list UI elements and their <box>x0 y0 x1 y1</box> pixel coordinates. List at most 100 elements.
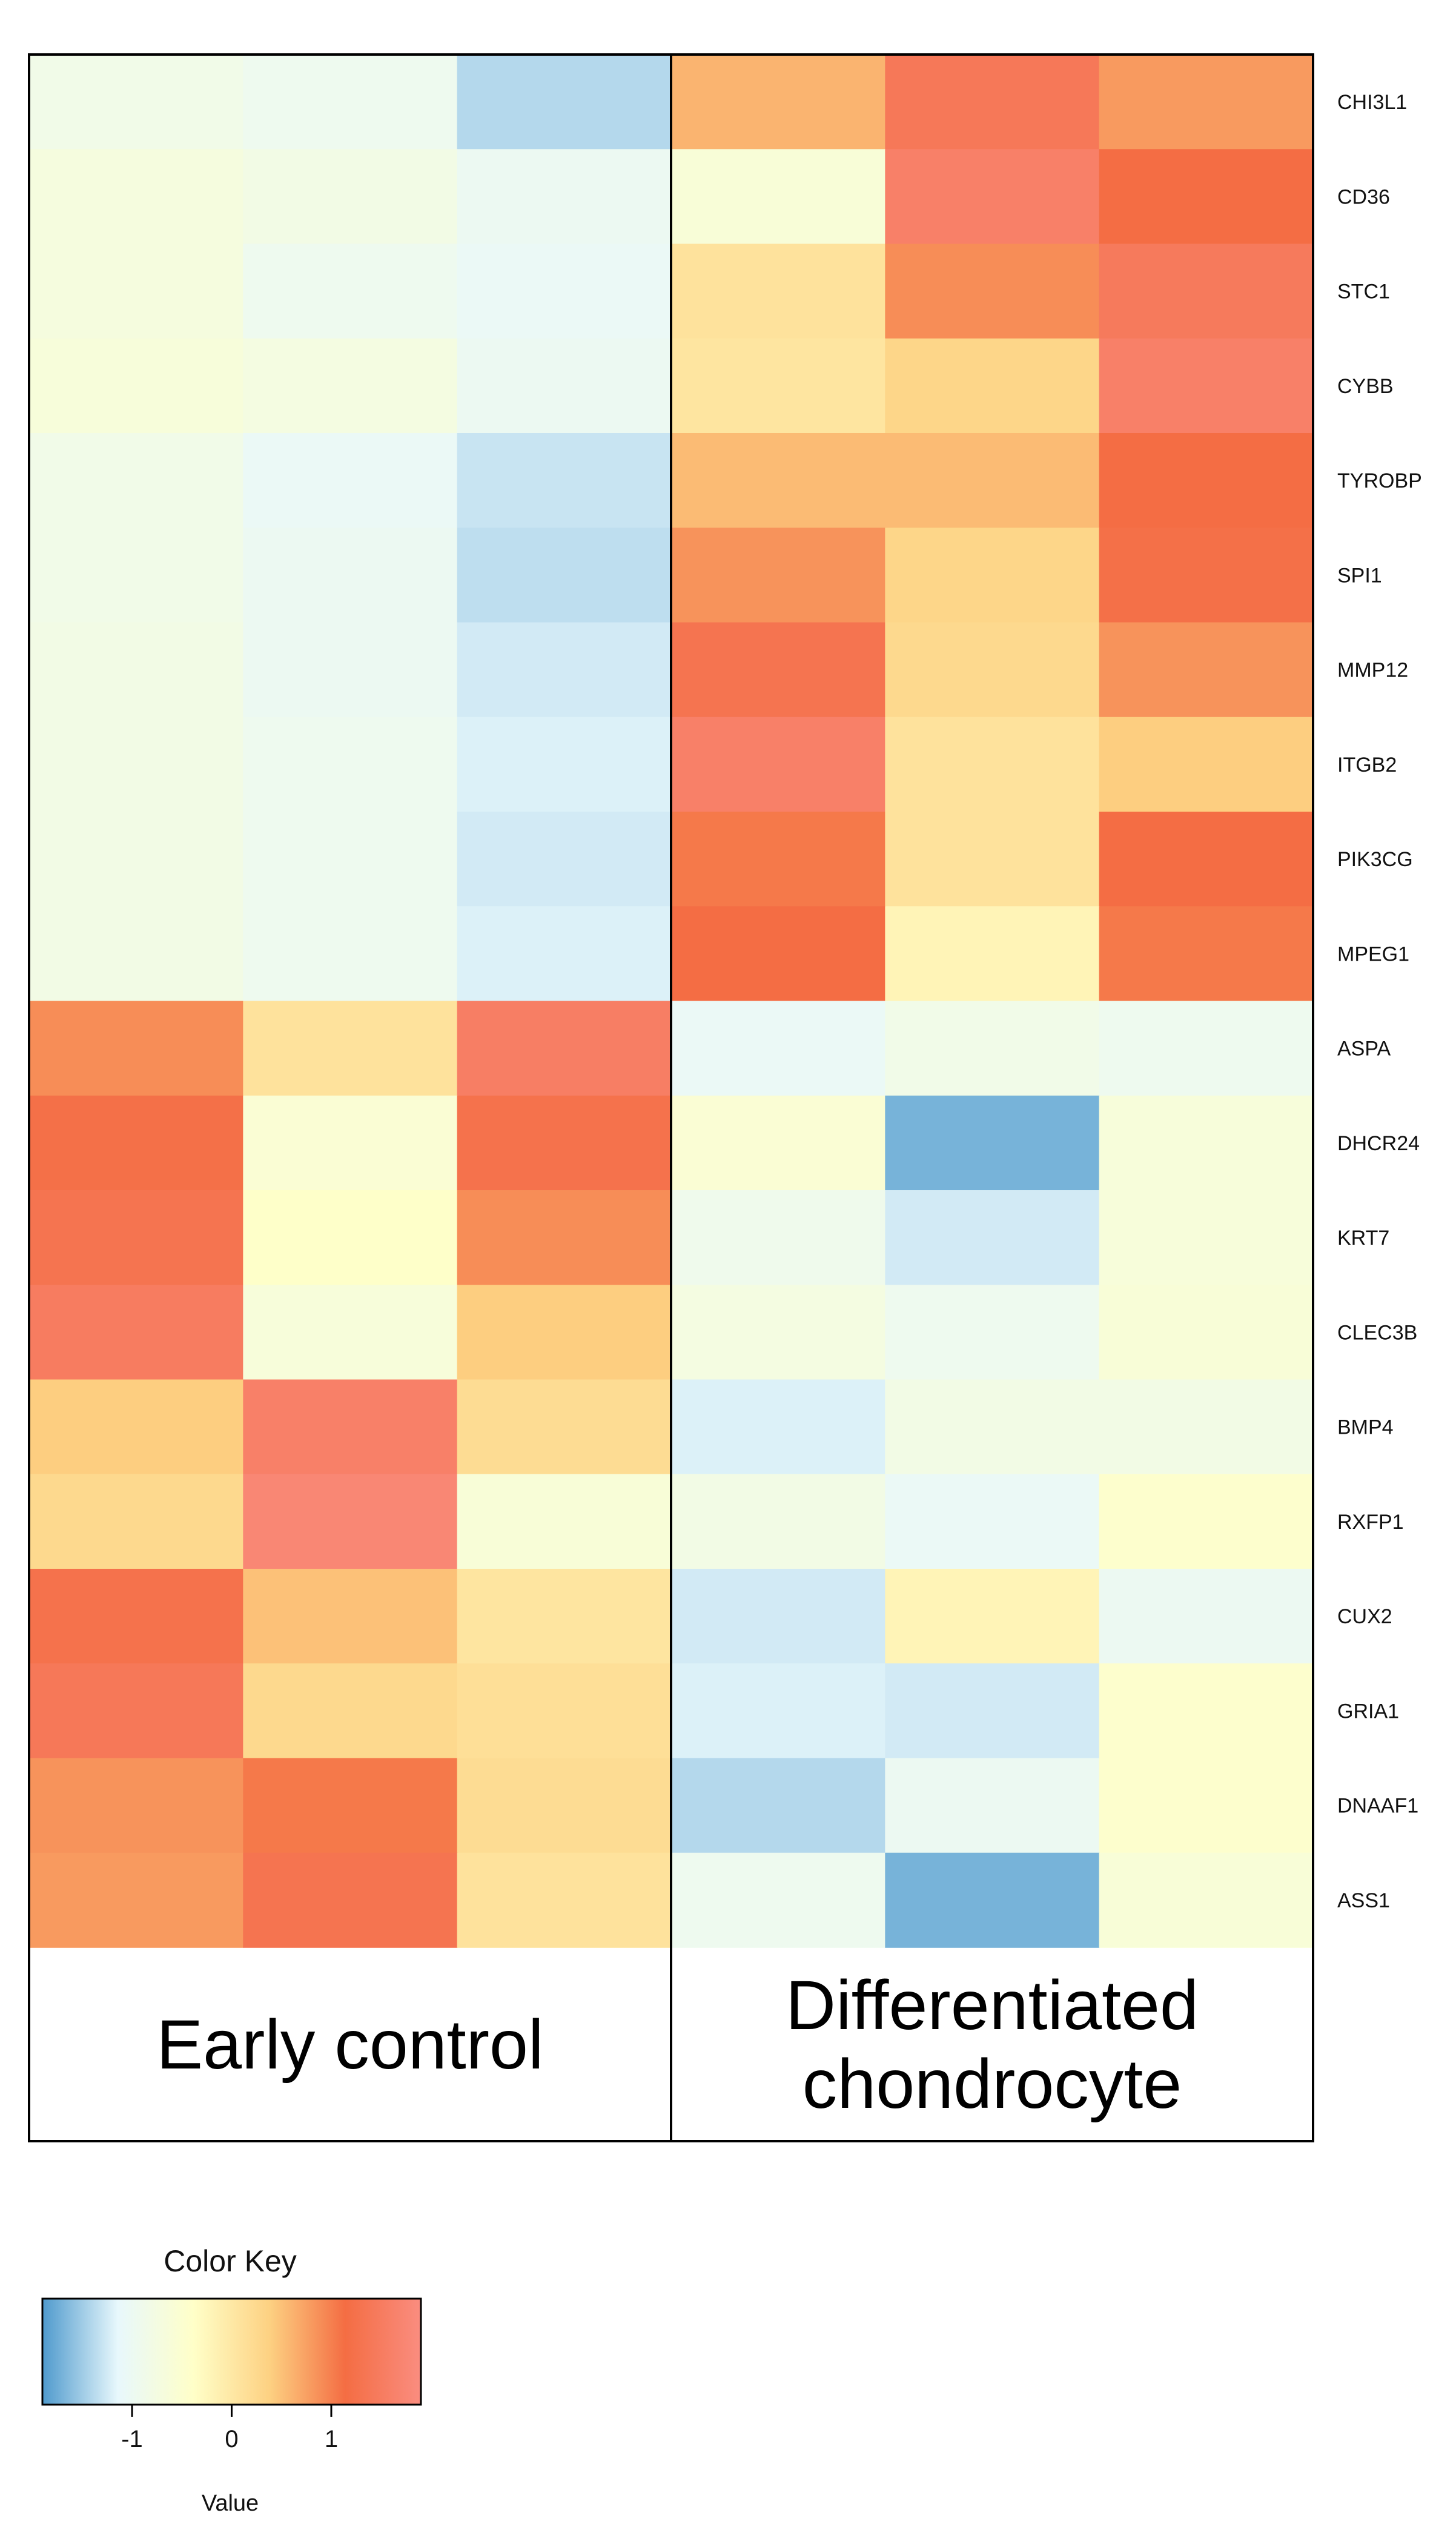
heatmap-cell <box>885 338 1100 434</box>
row-label: CLEC3B <box>1337 1321 1417 1344</box>
heatmap-cell <box>457 906 672 1002</box>
heatmap-cell <box>1099 906 1314 1002</box>
heatmap-cell <box>29 338 244 434</box>
row-label: STC1 <box>1337 280 1390 303</box>
heatmap-cell <box>29 622 244 718</box>
heatmap-cell <box>671 1190 886 1286</box>
heatmap-cell <box>29 1001 244 1096</box>
heatmap-cell <box>29 1285 244 1380</box>
heatmap-cell <box>243 1663 458 1759</box>
heatmap-cell <box>457 1663 672 1759</box>
heatmap-cell <box>457 1379 672 1475</box>
heatmap-cell <box>457 1285 672 1380</box>
heatmap-cell <box>885 906 1100 1002</box>
color-key-ticks: -1 0 1 <box>121 2405 338 2452</box>
heatmap-cell <box>885 1758 1100 1853</box>
heatmap-cell <box>457 812 672 907</box>
heatmap-cell <box>29 433 244 529</box>
heatmap-cell <box>243 1474 458 1569</box>
heatmap-cell <box>671 338 886 434</box>
heatmap-cell <box>671 149 886 245</box>
heatmap-cell <box>457 433 672 529</box>
heatmap-cell <box>885 243 1100 339</box>
color-key-tick-label: -1 <box>121 2426 143 2452</box>
heatmap-cell <box>1099 338 1314 434</box>
color-key-bar <box>41 2297 422 2406</box>
row-label: CYBB <box>1337 375 1394 398</box>
color-key-tick-label: 1 <box>325 2426 338 2452</box>
heatmap-cell <box>243 1569 458 1664</box>
heatmap-cell <box>1099 1569 1314 1664</box>
heatmap-cell <box>457 149 672 245</box>
heatmap-cell <box>671 243 886 339</box>
heatmap-cell <box>885 1285 1100 1380</box>
heatmap-cell <box>457 528 672 623</box>
row-label: ITGB2 <box>1337 753 1397 777</box>
row-label: ASS1 <box>1337 1889 1390 1912</box>
heatmap-cell <box>243 55 458 150</box>
heatmap-cell <box>1099 1758 1314 1853</box>
heatmap-cell <box>885 1379 1100 1475</box>
heatmap-cell <box>29 812 244 907</box>
heatmap-cells <box>29 55 1314 1948</box>
color-key: Color Key -1 0 1 Value <box>41 2244 422 2516</box>
heatmap-cell <box>671 1852 886 1948</box>
heatmap-cell <box>1099 1852 1314 1948</box>
heatmap-cell <box>1099 55 1314 150</box>
color-key-tick-label: 0 <box>225 2426 238 2452</box>
heatmap-cell <box>671 528 886 623</box>
heatmap-cell <box>243 1379 458 1475</box>
heatmap-cell <box>457 1190 672 1286</box>
heatmap-cell <box>243 1852 458 1948</box>
heatmap-cell <box>243 528 458 623</box>
heatmap-cell <box>1099 433 1314 529</box>
heatmap-cell <box>885 433 1100 529</box>
row-label: GRIA1 <box>1337 1700 1399 1723</box>
row-label: DHCR24 <box>1337 1132 1420 1155</box>
heatmap-cell <box>885 528 1100 623</box>
heatmap-cell <box>243 1758 458 1853</box>
heatmap-cell <box>29 528 244 623</box>
heatmap-cell <box>671 1474 886 1569</box>
heatmap-cell <box>885 1569 1100 1664</box>
heatmap-cell <box>29 906 244 1002</box>
heatmap-cell <box>671 433 886 529</box>
group-label: chondrocyte <box>802 2045 1182 2123</box>
heatmap-cell <box>671 812 886 907</box>
heatmap-cell <box>457 338 672 434</box>
heatmap-cell <box>1099 1379 1314 1475</box>
heatmap-cell <box>243 812 458 907</box>
heatmap-frame <box>28 53 1314 2142</box>
heatmap-cell <box>671 1569 886 1664</box>
heatmap-cell <box>885 55 1100 150</box>
row-label: DNAAF1 <box>1337 1795 1418 1818</box>
heatmap-cell <box>671 717 886 812</box>
row-label: MMP12 <box>1337 659 1408 682</box>
color-key-title: Color Key <box>164 2244 297 2278</box>
heatmap-cell <box>1099 1663 1314 1759</box>
row-label: CHI3L1 <box>1337 91 1407 114</box>
heatmap-cell <box>457 1758 672 1853</box>
heatmap-cell <box>671 1379 886 1475</box>
heatmap-cell <box>885 622 1100 718</box>
heatmap-cell <box>457 1852 672 1948</box>
heatmap-cell <box>243 1095 458 1191</box>
row-label: SPI1 <box>1337 564 1382 587</box>
row-label: ASPA <box>1337 1038 1391 1061</box>
heatmap-cell <box>885 1474 1100 1569</box>
heatmap-cell <box>29 1758 244 1853</box>
row-label: PIK3CG <box>1337 848 1413 871</box>
heatmap-cell <box>885 717 1100 812</box>
heatmap-cell <box>1099 1474 1314 1569</box>
heatmap-cell <box>243 1285 458 1380</box>
heatmap-cell <box>457 1095 672 1191</box>
heatmap-cell <box>1099 149 1314 245</box>
heatmap-cell <box>1099 1190 1314 1286</box>
heatmap-cell <box>1099 1001 1314 1096</box>
heatmap-cell <box>671 1095 886 1191</box>
heatmap-cell <box>29 1569 244 1664</box>
heatmap-cell <box>29 1379 244 1475</box>
heatmap-cell <box>457 1001 672 1096</box>
row-labels: CHI3L1 CD36 STC1 CYBB TYROBP SPI1 MMP12 ITGB2 PI… <box>1337 91 1422 1912</box>
